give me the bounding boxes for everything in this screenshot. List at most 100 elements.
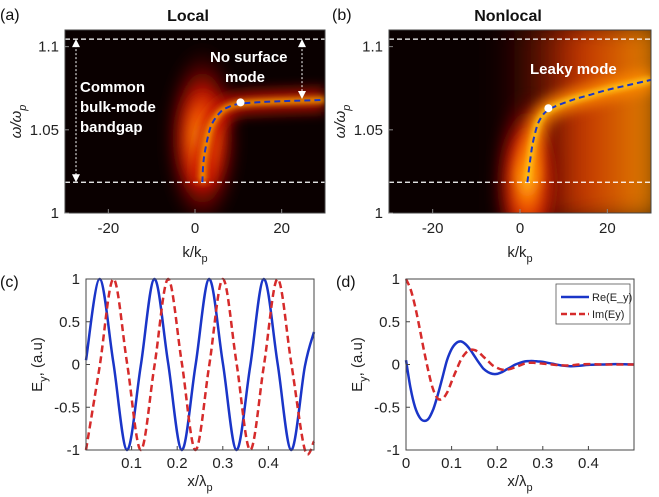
y-tick-label: 1 <box>375 205 383 222</box>
x-tick-label: 0.4 <box>578 455 599 472</box>
panel-d-series <box>404 278 635 423</box>
x-axis-label-sub: p <box>202 253 208 265</box>
y-axis-label-main: ω/ω <box>332 110 349 138</box>
legend-label-im: Im(Ey) <box>592 309 624 321</box>
x-axis-label-main: x/λ <box>507 473 527 490</box>
panel-c-label: (c) <box>0 274 19 291</box>
y-tick-label: 1 <box>72 271 80 288</box>
x-tick-label: 0.3 <box>212 455 233 472</box>
panel-b-label: (b) <box>332 7 352 24</box>
x-tick-label: -20 <box>97 220 119 237</box>
x-tick-label: 20 <box>599 220 616 237</box>
panel-d-field-nonlocal: (d) 0 0.1 0.2 0.3 0.4 -1 -0.5 0 0.5 1 x/λp Ey, (a.u… <box>336 271 635 494</box>
panel-d-axes: 0 0.1 0.2 0.3 0.4 -1 -0.5 0 0.5 1 x/λp Ey, (a.u) <box>349 271 635 494</box>
panel-b-mode-text: Leaky mode <box>530 61 617 78</box>
y-axis-label-sub: y <box>38 376 50 382</box>
y-tick-label: 0.5 <box>59 314 80 331</box>
x-axis-label: x/λp <box>187 473 212 494</box>
y-axis-label-main: ω/ω <box>8 110 25 138</box>
x-tick-label: 0.1 <box>441 455 462 472</box>
bandgap-text-line-3: bandgap <box>80 119 143 136</box>
panel-a-bandgap-text: Common bulk-mode bandgap <box>80 79 156 136</box>
x-axis-label-main: k/k <box>507 244 527 261</box>
x-axis-label: k/kp <box>507 244 532 265</box>
legend-box <box>555 283 631 325</box>
x-tick-label: 20 <box>273 220 290 237</box>
bandgap-text-line-2: bulk-mode <box>80 99 156 116</box>
x-axis-label: x/λp <box>507 473 532 494</box>
y-tick-label: -1 <box>67 442 80 459</box>
y-axis-label-main: E <box>349 382 366 392</box>
y-axis-label: ω/ωp <box>8 105 29 139</box>
x-axis-label-main: k/k <box>182 244 202 261</box>
panel-b-nonlocal: (b) Nonlocal Leaky mode -20 0 20 1 1.05 1.1 k/… <box>332 7 652 265</box>
x-tick-label: 0.2 <box>167 455 188 472</box>
panel-a-mode-text: No surface mode <box>210 49 288 86</box>
y-axis-label: Ey, (a.u) <box>349 337 370 392</box>
bandgap-arrow-head-down <box>72 174 80 183</box>
series-line-im <box>404 278 634 401</box>
panel-a-title: Local <box>167 8 209 25</box>
y-axis-label-main: E <box>29 382 46 392</box>
gap-arrow-head-up <box>298 39 306 48</box>
x-tick-label: 0 <box>516 220 524 237</box>
x-axis-label-main: x/λ <box>187 473 207 490</box>
y-axis-label-rest: , (a.u) <box>29 337 46 376</box>
y-axis-label: Ey, (a.u) <box>29 337 50 392</box>
y-axis-label-sub: y <box>358 376 370 382</box>
mode-text-line-2: mode <box>225 69 265 86</box>
y-tick-label: 1 <box>392 271 400 288</box>
y-axis-label-sub: p <box>341 105 353 112</box>
y-axis-label: ω/ωp <box>332 105 353 139</box>
y-axis-label-rest: , (a.u) <box>349 337 366 376</box>
panel-c-axes: 0.1 0.2 0.3 0.4 -1 -0.5 0 0.5 1 x/λp Ey, (a.u) <box>29 271 315 494</box>
x-tick-label: 0.4 <box>258 455 279 472</box>
x-axis-label-sub: p <box>527 482 533 494</box>
x-axis-label: k/kp <box>182 244 207 265</box>
panel-b-mode-marker <box>544 104 553 113</box>
y-tick-label: 1.1 <box>362 39 383 56</box>
panel-c-series <box>84 277 316 456</box>
panel-a-bandgap-lines <box>65 38 325 183</box>
x-tick-label: -20 <box>422 220 444 237</box>
y-tick-label: -1 <box>387 442 400 459</box>
bandgap-text-line-1: Common <box>80 79 145 96</box>
y-tick-label: -0.5 <box>54 399 80 416</box>
y-tick-label: 1 <box>51 205 59 222</box>
panel-a-local: (a) Local Common bulk-mode bandgap No surf… <box>0 7 326 265</box>
y-tick-label: 0.5 <box>379 314 400 331</box>
y-tick-label: 1.05 <box>354 122 383 139</box>
series-line-re <box>404 340 635 423</box>
series-line-re <box>84 277 316 452</box>
panel-a-arrows <box>72 39 306 183</box>
x-tick-label: 0.2 <box>487 455 508 472</box>
x-tick-label: 0 <box>191 220 199 237</box>
panel-c-plot-area <box>85 278 315 451</box>
panel-a-label: (a) <box>0 7 20 24</box>
y-tick-label: -0.5 <box>374 399 400 416</box>
y-tick-label: 0 <box>72 357 80 374</box>
y-tick-label: 0 <box>392 357 400 374</box>
mode-text-line-1: No surface <box>210 49 288 66</box>
y-tick-label: 1.05 <box>30 122 59 139</box>
legend-label-re: Re(E_y) <box>592 292 632 304</box>
panel-d-legend: Re(E_y) Im(Ey) <box>555 283 632 325</box>
panel-a-dispersion-curve <box>201 98 326 183</box>
panel-b-bandgap-lines <box>389 38 651 183</box>
series-line-im <box>84 277 316 456</box>
bandgap-arrow-head-up <box>72 39 80 48</box>
panel-b-title: Nonlocal <box>474 8 542 25</box>
panel-d-label: (d) <box>336 274 356 291</box>
x-tick-label: 0.1 <box>121 455 142 472</box>
gap-arrow-head-down <box>298 91 306 100</box>
x-tick-label: 0 <box>402 455 410 472</box>
x-tick-label: 0.3 <box>532 455 553 472</box>
y-tick-label: 1.1 <box>38 39 59 56</box>
panel-a-mode-marker <box>236 98 245 107</box>
y-axis-label-sub: p <box>17 105 29 112</box>
panel-c-field-local: (c) 0.1 0.2 0.3 0.4 -1 -0.5 0 0.5 1 x/λp Ey, (a.u) <box>0 271 316 494</box>
x-axis-label-sub: p <box>527 253 533 265</box>
